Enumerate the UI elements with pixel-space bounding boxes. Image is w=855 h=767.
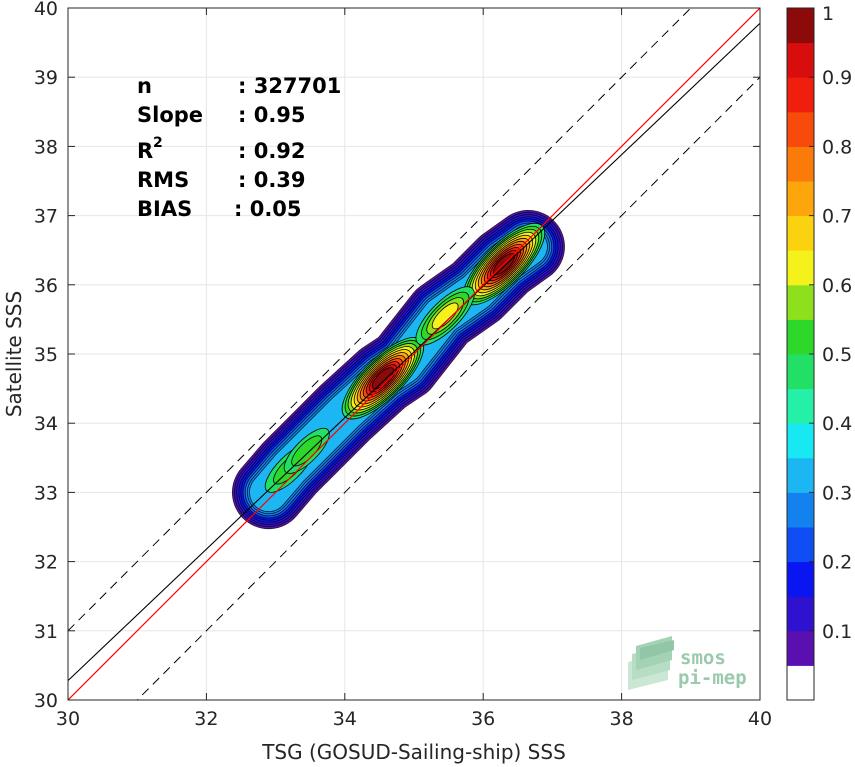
colorbar-segment xyxy=(787,423,814,459)
y-tick-label: 32 xyxy=(34,552,58,574)
colorbar-tick-label: 1 xyxy=(822,3,834,25)
colorbar-segment xyxy=(787,354,814,390)
colorbar-segment xyxy=(787,42,814,78)
colorbar-segment xyxy=(787,561,814,597)
colorbar-tick-label: 0.1 xyxy=(822,621,852,643)
x-tick-label: 32 xyxy=(194,708,218,730)
x-axis-label: TSG (GOSUD-Sailing-ship) SSS xyxy=(261,740,566,764)
colorbar-segment xyxy=(787,319,814,355)
stat-bias-value: : 0.05 xyxy=(234,197,302,221)
y-tick-label: 35 xyxy=(34,344,58,366)
colorbar xyxy=(787,8,814,701)
colorbar-segment xyxy=(787,665,814,701)
colorbar-segment xyxy=(787,492,814,528)
y-tick-label: 33 xyxy=(34,482,58,504)
stats-box: n : 327701 Slope : 0.95 R 2 : 0.92 RMS :… xyxy=(137,74,341,221)
logo-layers-icon xyxy=(628,636,674,690)
stat-rms-value: : 0.39 xyxy=(238,168,306,192)
stat-slope-value: : 0.95 xyxy=(238,103,306,127)
colorbar-segment xyxy=(787,630,814,666)
grid xyxy=(67,7,761,701)
stat-n-label: n xyxy=(137,74,152,98)
reference-lines xyxy=(68,8,760,700)
colorbar-segment xyxy=(787,457,814,493)
y-axis-ticks: 30 31 32 33 34 35 36 37 38 39 40 xyxy=(34,0,760,712)
colorbar-segment xyxy=(787,181,814,217)
colorbar-tick-label: 0.3 xyxy=(822,482,852,504)
stat-rms-label: RMS xyxy=(137,168,189,192)
y-tick-label: 39 xyxy=(34,67,58,89)
colorbar-segment xyxy=(787,284,814,320)
y-tick-label: 37 xyxy=(34,206,58,228)
stat-n-value: : 327701 xyxy=(238,74,341,98)
colorbar-segment xyxy=(787,146,814,182)
colorbar-tick-label: 0.8 xyxy=(822,136,852,158)
stat-r2-label: R xyxy=(137,139,153,163)
colorbar-tick-label: 0.2 xyxy=(822,552,852,574)
colorbar-segment xyxy=(787,215,814,251)
dashed-bound-line xyxy=(68,8,692,632)
x-tick-label: 40 xyxy=(748,708,772,730)
y-tick-label: 30 xyxy=(34,690,58,712)
colorbar-tick-label: 0.7 xyxy=(822,206,852,228)
x-tick-label: 34 xyxy=(333,708,357,730)
x-tick-label: 30 xyxy=(56,708,80,730)
y-tick-label: 34 xyxy=(34,413,58,435)
colorbar-ticks: 0.1 0.2 0.3 0.4 0.5 0.6 0.7 0.8 0.9 1 xyxy=(809,3,852,643)
identity-line xyxy=(68,8,760,700)
x-axis-ticks: 30 32 34 36 38 40 xyxy=(56,8,772,730)
y-tick-label: 38 xyxy=(34,136,58,158)
density-peak-contour xyxy=(371,367,394,390)
colorbar-segment xyxy=(787,8,814,44)
logo-text-line2: pi-mep xyxy=(678,667,747,689)
density-peak-contour xyxy=(431,302,459,330)
y-tick-label: 36 xyxy=(34,275,58,297)
watermark-logo: smos pi-mep xyxy=(628,636,747,690)
y-tick-label: 31 xyxy=(34,621,58,643)
colorbar-tick-label: 0.9 xyxy=(822,67,852,89)
regression-line xyxy=(68,22,760,682)
y-axis-label: Satellite SSS xyxy=(2,291,26,417)
dashed-bound-line xyxy=(136,76,760,700)
x-tick-label: 38 xyxy=(610,708,634,730)
colorbar-segment xyxy=(787,596,814,632)
colorbar-segment xyxy=(787,111,814,147)
colorbar-tick-label: 0.5 xyxy=(822,344,852,366)
stat-slope-label: Slope xyxy=(137,103,203,127)
colorbar-tick-label: 0.6 xyxy=(822,275,852,297)
stat-r2-value: : 0.92 xyxy=(238,139,306,163)
stat-r2-sup: 2 xyxy=(153,135,163,151)
colorbar-segment xyxy=(787,388,814,424)
logo-text-line1: smos xyxy=(680,647,726,669)
colorbar-segment xyxy=(787,77,814,113)
x-tick-label: 36 xyxy=(471,708,495,730)
colorbar-segment xyxy=(787,527,814,563)
colorbar-tick-label: 0.4 xyxy=(822,413,852,435)
stat-bias-label: BIAS xyxy=(137,197,192,221)
y-tick-label: 40 xyxy=(34,0,58,20)
colorbar-segment xyxy=(787,250,814,286)
